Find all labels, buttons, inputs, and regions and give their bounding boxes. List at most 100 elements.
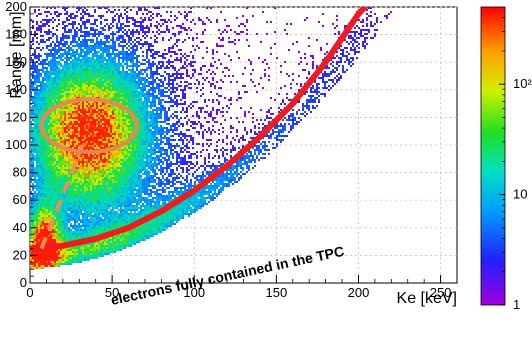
heat-cell	[88, 61, 90, 63]
heat-cell	[92, 145, 94, 147]
heat-cell	[88, 59, 90, 61]
heat-cell	[76, 45, 78, 47]
heat-cell	[70, 219, 72, 221]
heat-cell	[68, 15, 70, 17]
heat-cell	[104, 193, 106, 195]
heat-cell	[114, 173, 116, 175]
heat-cell	[56, 81, 58, 83]
heat-cell	[94, 127, 96, 129]
heat-cell	[74, 201, 76, 203]
heat-cell	[86, 53, 88, 55]
heat-cell	[56, 91, 58, 93]
heat-cell	[86, 65, 88, 67]
heat-cell	[54, 231, 56, 233]
heat-cell	[84, 69, 86, 71]
heat-cell	[78, 87, 80, 89]
heat-cell	[86, 137, 88, 139]
heat-cell	[86, 103, 88, 105]
heat-cell	[80, 35, 82, 37]
heat-cell	[68, 81, 70, 83]
heat-cell	[60, 215, 62, 217]
heat-cell	[54, 193, 56, 195]
heat-cell	[96, 119, 98, 121]
heat-cell	[36, 201, 38, 203]
heat-cell	[98, 167, 100, 169]
heat-cell	[92, 189, 94, 191]
heat-cell	[32, 153, 34, 155]
heat-cell	[88, 247, 90, 249]
heat-cell	[60, 179, 62, 181]
heat-cell	[96, 53, 98, 55]
heat-cell	[90, 41, 92, 43]
heat-cell	[38, 145, 40, 147]
heat-cell	[44, 169, 46, 171]
heat-cell	[30, 157, 32, 159]
heat-cell	[110, 97, 112, 99]
heat-cell	[88, 77, 90, 79]
heat-cell	[112, 173, 114, 175]
heat-cell	[56, 211, 58, 213]
heat-cell	[96, 255, 98, 257]
heat-cell	[104, 25, 106, 27]
heat-cell	[54, 201, 56, 203]
heat-cell	[90, 185, 92, 187]
heat-cell	[32, 171, 34, 173]
heat-cell	[70, 161, 72, 163]
heat-cell	[44, 109, 46, 111]
heat-cell	[104, 245, 106, 247]
heat-cell	[114, 223, 116, 225]
heat-cell	[34, 113, 36, 115]
heat-cell	[36, 41, 38, 43]
heat-cell	[94, 221, 96, 223]
heat-cell	[116, 153, 118, 155]
heat-cell	[100, 189, 102, 191]
heat-cell	[102, 245, 104, 247]
heat-cell	[32, 59, 34, 61]
heat-cell	[50, 93, 52, 95]
heat-cell	[112, 81, 114, 83]
heat-cell	[48, 97, 50, 99]
heat-cell	[90, 39, 92, 41]
heat-cell	[40, 177, 42, 179]
heat-cell	[112, 49, 114, 51]
heat-cell	[46, 81, 48, 83]
heat-cell	[32, 77, 34, 79]
heat-cell	[100, 175, 102, 177]
heat-cell	[78, 89, 80, 91]
heat-cell	[80, 107, 82, 109]
heat-cell	[36, 21, 38, 23]
heat-cell	[82, 245, 84, 247]
heat-cell	[116, 37, 118, 39]
heat-cell	[60, 91, 62, 93]
heat-cell	[114, 143, 116, 145]
heat-cell	[104, 91, 106, 93]
heat-cell	[110, 65, 112, 67]
heat-cell	[114, 139, 116, 141]
heat-cell	[46, 89, 48, 91]
heat-cell	[52, 129, 54, 131]
heat-cell	[82, 69, 84, 71]
heat-cell	[52, 199, 54, 201]
heat-cell	[62, 219, 64, 221]
heat-cell	[94, 197, 96, 199]
heat-cell	[54, 7, 56, 9]
heat-cell	[44, 179, 46, 181]
heat-cell	[76, 253, 78, 255]
heat-cell	[96, 61, 98, 63]
heat-cell	[108, 119, 110, 121]
heat-cell	[50, 83, 52, 85]
heat-cell	[80, 19, 82, 21]
heat-cell	[76, 27, 78, 29]
heat-cell	[80, 247, 82, 249]
heat-cell	[68, 201, 70, 203]
heat-cell	[84, 185, 86, 187]
heat-cell	[102, 117, 104, 119]
heat-cell	[52, 73, 54, 75]
heat-cell	[52, 185, 54, 187]
heat-cell	[52, 257, 54, 259]
heat-cell	[76, 65, 78, 67]
heat-cell	[62, 233, 64, 235]
heat-cell	[58, 107, 60, 109]
heat-cell	[94, 203, 96, 205]
heat-cell	[52, 239, 54, 241]
